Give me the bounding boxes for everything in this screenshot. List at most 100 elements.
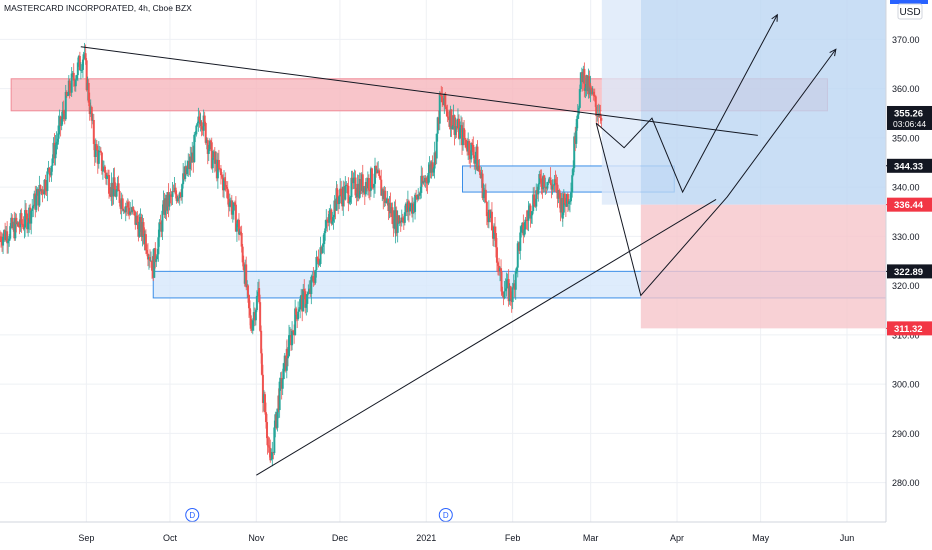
candle-body [485,201,488,217]
candle-body [383,190,386,200]
candle-body [560,198,563,213]
candle-body [460,125,463,128]
candle-body [326,219,329,222]
candle-body [514,271,517,290]
candle-body [552,185,555,187]
candle-body [86,82,89,91]
candle-body [65,92,68,96]
candle-body [446,109,449,117]
candle-body [339,188,342,197]
candle-body [131,207,134,213]
candle-body [113,177,116,190]
candle-body [107,174,110,176]
candle-body [231,210,234,215]
candle-body [50,165,53,176]
candle-body [76,62,79,76]
candle-body [253,312,256,321]
last-price-label: 355.26 [894,108,923,119]
candle-body [37,189,40,206]
candle-body [480,173,483,178]
candle-body [589,85,592,95]
level-336-tag [887,197,932,212]
candle-body [548,177,551,182]
dividend-event-label: D [443,511,449,520]
candle-body [171,191,174,197]
candle-body [407,201,410,212]
candle-body [43,179,46,194]
currency-box[interactable] [897,3,923,20]
candle-body [271,451,274,460]
long-entry-light-zone [601,0,641,205]
candle-body [11,217,14,228]
candle-body [590,87,593,94]
candle-body [302,288,305,312]
candle-body [46,171,49,192]
candle-body [421,175,424,184]
candle-body [250,328,253,331]
candle-body [127,202,130,208]
candle-body [251,320,254,331]
candle-body [367,178,370,191]
candle-body [104,172,107,179]
candle-body [494,226,497,234]
candle-body [366,178,369,189]
candle-body [226,188,229,199]
candle-body [501,291,504,295]
time-axis-panel[interactable] [0,522,886,550]
candle-body [26,213,29,230]
candle-body [137,223,140,237]
candle-body [64,92,67,120]
candle-body [436,117,439,134]
candle-body [533,194,536,205]
candle-body [20,213,23,224]
candle-body [150,260,153,262]
candle-body [565,194,568,207]
candle-body [16,222,19,225]
candle-body [569,192,572,202]
candle-body [566,194,569,204]
candle-body [299,299,302,310]
candle-body [468,141,471,156]
candle-body [488,209,491,218]
candle-body [308,288,311,293]
candle-body [54,144,57,159]
candle-body [341,195,344,207]
candle-body [72,72,75,81]
candle-body [82,54,85,60]
candle-body [549,177,552,184]
candle-body [176,197,179,202]
candle-body [390,207,393,214]
candle-body [443,93,446,106]
candle-body [242,262,245,270]
candle-body [317,258,320,265]
level-336-label: 336.44 [894,200,924,211]
candle-body [551,185,554,190]
symbol-title: MASTERCARD INCORPORATED, 4h, Cboe BZX [4,3,192,13]
y-tick-label: 310.00 [892,330,920,340]
candle-body [546,182,549,189]
candle-body [164,198,167,215]
candle-body [413,203,416,212]
candle-body [586,75,589,92]
candle-body [34,193,37,210]
candle-body [527,211,530,221]
candle-body [3,230,6,237]
candle-body [158,222,161,238]
candle-body [25,210,28,214]
x-tick-label: Dec [332,533,349,543]
candle-body [69,91,72,93]
candle-body [121,198,124,211]
candle-body [310,276,313,295]
projection-path-a [595,14,778,194]
candle-body [370,168,373,188]
candle-body [63,113,66,120]
candle-body [394,211,397,234]
candle-body [210,142,213,169]
candle-body [537,184,540,195]
candle-body [379,176,382,180]
candle-body [81,59,84,70]
candle-body [354,177,357,196]
candle-body [448,117,451,127]
candle-body [435,133,438,159]
